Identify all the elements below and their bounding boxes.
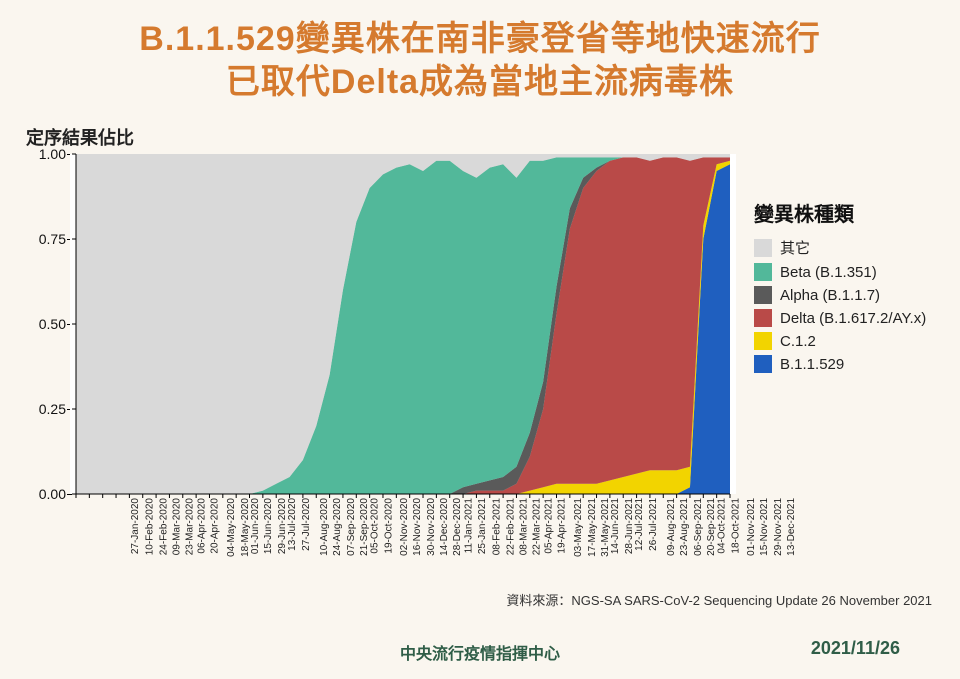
legend-swatch [754,355,772,373]
legend-label: Alpha (B.1.1.7) [780,287,880,304]
legend-items: 其它 Beta (B.1.351) Alpha (B.1.1.7) Delta (B.… [754,237,934,373]
x-ticks: 27-Jan-202010-Feb-202024-Feb-202009-Mar-… [70,498,736,580]
chart-container: 0.000.250.500.751.00 27-Jan-202010-Feb-2… [26,150,934,580]
slide-title: B.1.1.529變異株在南非豪登省等地快速流行 已取代Delta成為當地主流病… [0,0,960,103]
y-tick: 1.00 [26,146,66,162]
legend-swatch [754,286,772,304]
y-tick: 0.00 [26,486,66,502]
legend-label: Beta (B.1.351) [780,264,877,281]
footer-date: 2021/11/26 [811,638,900,659]
legend-label: C.1.2 [780,333,816,350]
legend-item: Delta (B.1.617.2/AY.x) [754,309,934,327]
source-text: 資料來源：NGS-SA SARS-CoV-2 Sequencing Update… [506,590,932,609]
plot-area [70,154,736,494]
legend-label: Delta (B.1.617.2/AY.x) [780,310,926,327]
legend-label: 其它 [780,237,810,258]
legend-swatch [754,309,772,327]
legend-swatch [754,332,772,350]
x-tick: 13-Dec-2021 [786,498,868,556]
legend-label: B.1.1.529 [780,356,844,373]
legend-item: 其它 [754,237,934,258]
legend-swatch [754,263,772,281]
legend-item: C.1.2 [754,332,934,350]
y-tick: 0.25 [26,401,66,417]
legend-swatch [754,239,772,257]
y-tick: 0.50 [26,316,66,332]
title-line-1: B.1.1.529變異株在南非豪登省等地快速流行 [139,20,820,58]
legend: 變異株種類 其它 Beta (B.1.351) Alpha (B.1.1.7) Del… [754,198,934,378]
legend-item: Beta (B.1.351) [754,263,934,281]
legend-item: B.1.1.529 [754,355,934,373]
y-tick: 0.75 [26,231,66,247]
legend-title: 變異株種類 [754,198,934,227]
stacked-area-chart [70,154,736,494]
legend-item: Alpha (B.1.1.7) [754,286,934,304]
title-line-2: 已取代Delta成為當地主流病毒株 [226,63,734,101]
slide: B.1.1.529變異株在南非豪登省等地快速流行 已取代Delta成為當地主流病… [0,0,960,679]
